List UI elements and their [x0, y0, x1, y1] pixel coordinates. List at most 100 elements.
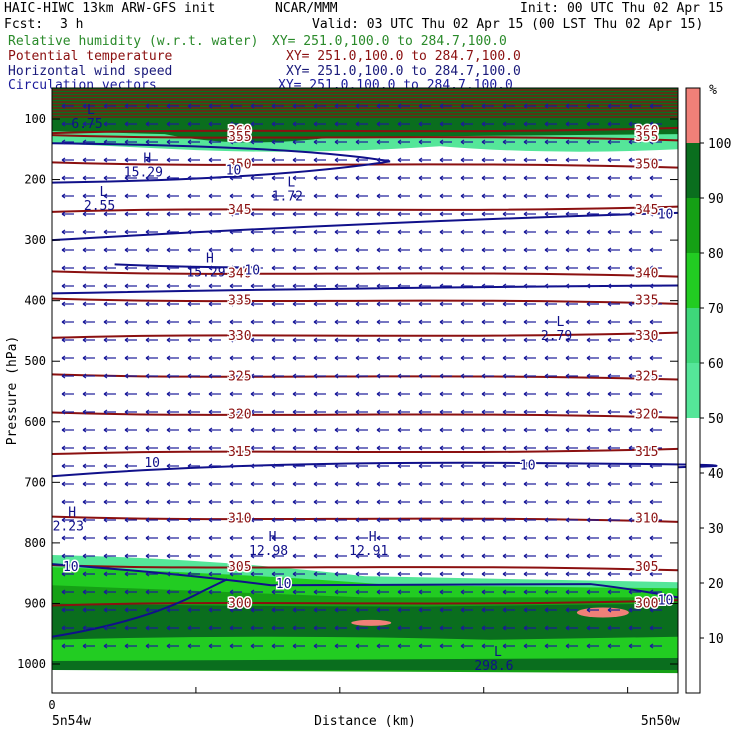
- wind-vector: [334, 643, 347, 649]
- wind-vector: [166, 391, 179, 397]
- wind-vector: [124, 283, 137, 289]
- wind-vector: [334, 229, 347, 235]
- wind-vector: [124, 463, 137, 469]
- wind-vector: [355, 193, 368, 199]
- wind-vector: [649, 265, 662, 271]
- y-tick-label: 1000: [17, 657, 46, 671]
- wind-vector: [628, 229, 641, 235]
- wind-vector: [355, 103, 368, 109]
- wind-vector: [397, 121, 410, 127]
- wind-vector: [586, 301, 599, 307]
- wind-vector: [355, 643, 368, 649]
- wind-vector: [397, 517, 410, 523]
- wind-vector: [418, 175, 431, 181]
- wind-vector: [565, 517, 578, 523]
- wind-vector: [418, 517, 431, 523]
- wind-vector: [502, 319, 515, 325]
- wind-vector: [334, 481, 347, 487]
- wind-contour-label: 10: [520, 458, 536, 473]
- wind-vector: [145, 409, 158, 415]
- wind-vector: [82, 103, 95, 109]
- wind-vector: [145, 265, 158, 271]
- wind-vector: [271, 139, 284, 145]
- wind-vector: [628, 337, 641, 343]
- wind-vector: [124, 211, 137, 217]
- wind-vector: [145, 355, 158, 361]
- wind-vector: [481, 463, 494, 469]
- wind-vector: [544, 589, 557, 595]
- wind-vector: [313, 319, 326, 325]
- wind-vector: [586, 193, 599, 199]
- wind-vector: [523, 157, 536, 163]
- wind-vector: [607, 337, 620, 343]
- wind-vector: [397, 139, 410, 145]
- wind-vector: [61, 445, 74, 451]
- theta-label: 320: [228, 408, 251, 423]
- wind-vector: [292, 499, 305, 505]
- wind-vector: [565, 607, 578, 613]
- wind-vector: [145, 607, 158, 613]
- wind-vector: [166, 607, 179, 613]
- wind-vector: [523, 625, 536, 631]
- wind-vector: [61, 283, 74, 289]
- theta-contour: [51, 297, 679, 305]
- wind-vector: [523, 553, 536, 559]
- wind-vector: [124, 265, 137, 271]
- wind-vector: [145, 481, 158, 487]
- wind-vector: [61, 409, 74, 415]
- wind-vector: [250, 427, 263, 433]
- wind-vector: [61, 517, 74, 523]
- wind-vector: [565, 265, 578, 271]
- wind-vector: [397, 589, 410, 595]
- wind-vector: [124, 103, 137, 109]
- valid-label: Valid: 03 UTC Thu 02 Apr 15 (00 LST Thu …: [312, 17, 704, 32]
- wind-vector: [313, 283, 326, 289]
- wind-vector: [313, 193, 326, 199]
- wind-vector: [397, 499, 410, 505]
- extremum-value: 6.75: [71, 117, 102, 132]
- wind-vector: [607, 139, 620, 145]
- wind-vector: [292, 571, 305, 577]
- wind-vector: [607, 121, 620, 127]
- wind-vector: [397, 463, 410, 469]
- wind-vector: [334, 247, 347, 253]
- wind-vector: [649, 445, 662, 451]
- wind-vector: [166, 103, 179, 109]
- wind-vector: [103, 571, 116, 577]
- wind-vector: [145, 139, 158, 145]
- y-tick-label: 600: [24, 415, 46, 429]
- wind-vector: [628, 607, 641, 613]
- wind-vector: [82, 427, 95, 433]
- wind-vector: [208, 589, 221, 595]
- wind-vector: [439, 553, 452, 559]
- wind-vector: [628, 265, 641, 271]
- wind-vector: [376, 499, 389, 505]
- wind-vector: [250, 643, 263, 649]
- wind-vector: [103, 247, 116, 253]
- wind-vector: [460, 301, 473, 307]
- wind-vector: [544, 643, 557, 649]
- wind-vector: [313, 121, 326, 127]
- wind-vector: [481, 445, 494, 451]
- wind-vector: [586, 175, 599, 181]
- wind-vector: [586, 535, 599, 541]
- colorbar-bin: [686, 143, 700, 198]
- wind-vector: [649, 193, 662, 199]
- wind-vector: [313, 301, 326, 307]
- wind-vector: [586, 391, 599, 397]
- wind-vector: [418, 211, 431, 217]
- wind-vector: [649, 211, 662, 217]
- wind-vector: [166, 211, 179, 217]
- wind-vector: [523, 571, 536, 577]
- wind-vector: [502, 625, 515, 631]
- wind-vector: [229, 571, 242, 577]
- wind-vector: [145, 193, 158, 199]
- wind-vector: [649, 175, 662, 181]
- wind-vector: [103, 445, 116, 451]
- wind-vector: [397, 553, 410, 559]
- wind-vector: [439, 211, 452, 217]
- wind-vector: [607, 193, 620, 199]
- wind-vector: [586, 247, 599, 253]
- x-axis-label: Distance (km): [314, 714, 416, 729]
